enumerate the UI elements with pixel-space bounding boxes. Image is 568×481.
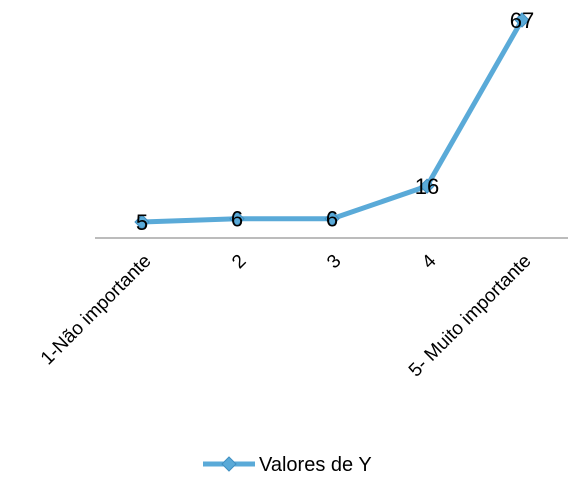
legend-label: Valores de Y (259, 454, 372, 476)
data-label: 6 (231, 207, 243, 232)
legend-marker-diamond (221, 456, 237, 472)
data-point-marker (229, 211, 245, 227)
series-line (141, 18, 525, 225)
x-tick-labels: 1-Não importante 2 3 45- Muito importante (37, 250, 536, 381)
data-label: 16 (415, 174, 439, 199)
data-point-marker (324, 211, 340, 227)
x-tick-label: 4 (418, 250, 441, 273)
data-labels: 5 6 6 16 67 (136, 8, 534, 235)
data-label: 6 (326, 207, 338, 232)
data-point-marker (134, 214, 150, 230)
data-point-marker (419, 178, 435, 194)
data-label: 67 (510, 8, 534, 33)
data-point-marker (514, 12, 530, 28)
series-layer (134, 12, 530, 230)
x-tick-label: 3 (323, 251, 345, 273)
x-tick-label: 5- Muito importante (405, 251, 536, 382)
legend: Valores de Y (203, 454, 372, 476)
data-label: 5 (136, 210, 148, 235)
x-tick-label: 1-Não importante (37, 251, 156, 370)
x-tick-label: 2 (228, 251, 250, 273)
